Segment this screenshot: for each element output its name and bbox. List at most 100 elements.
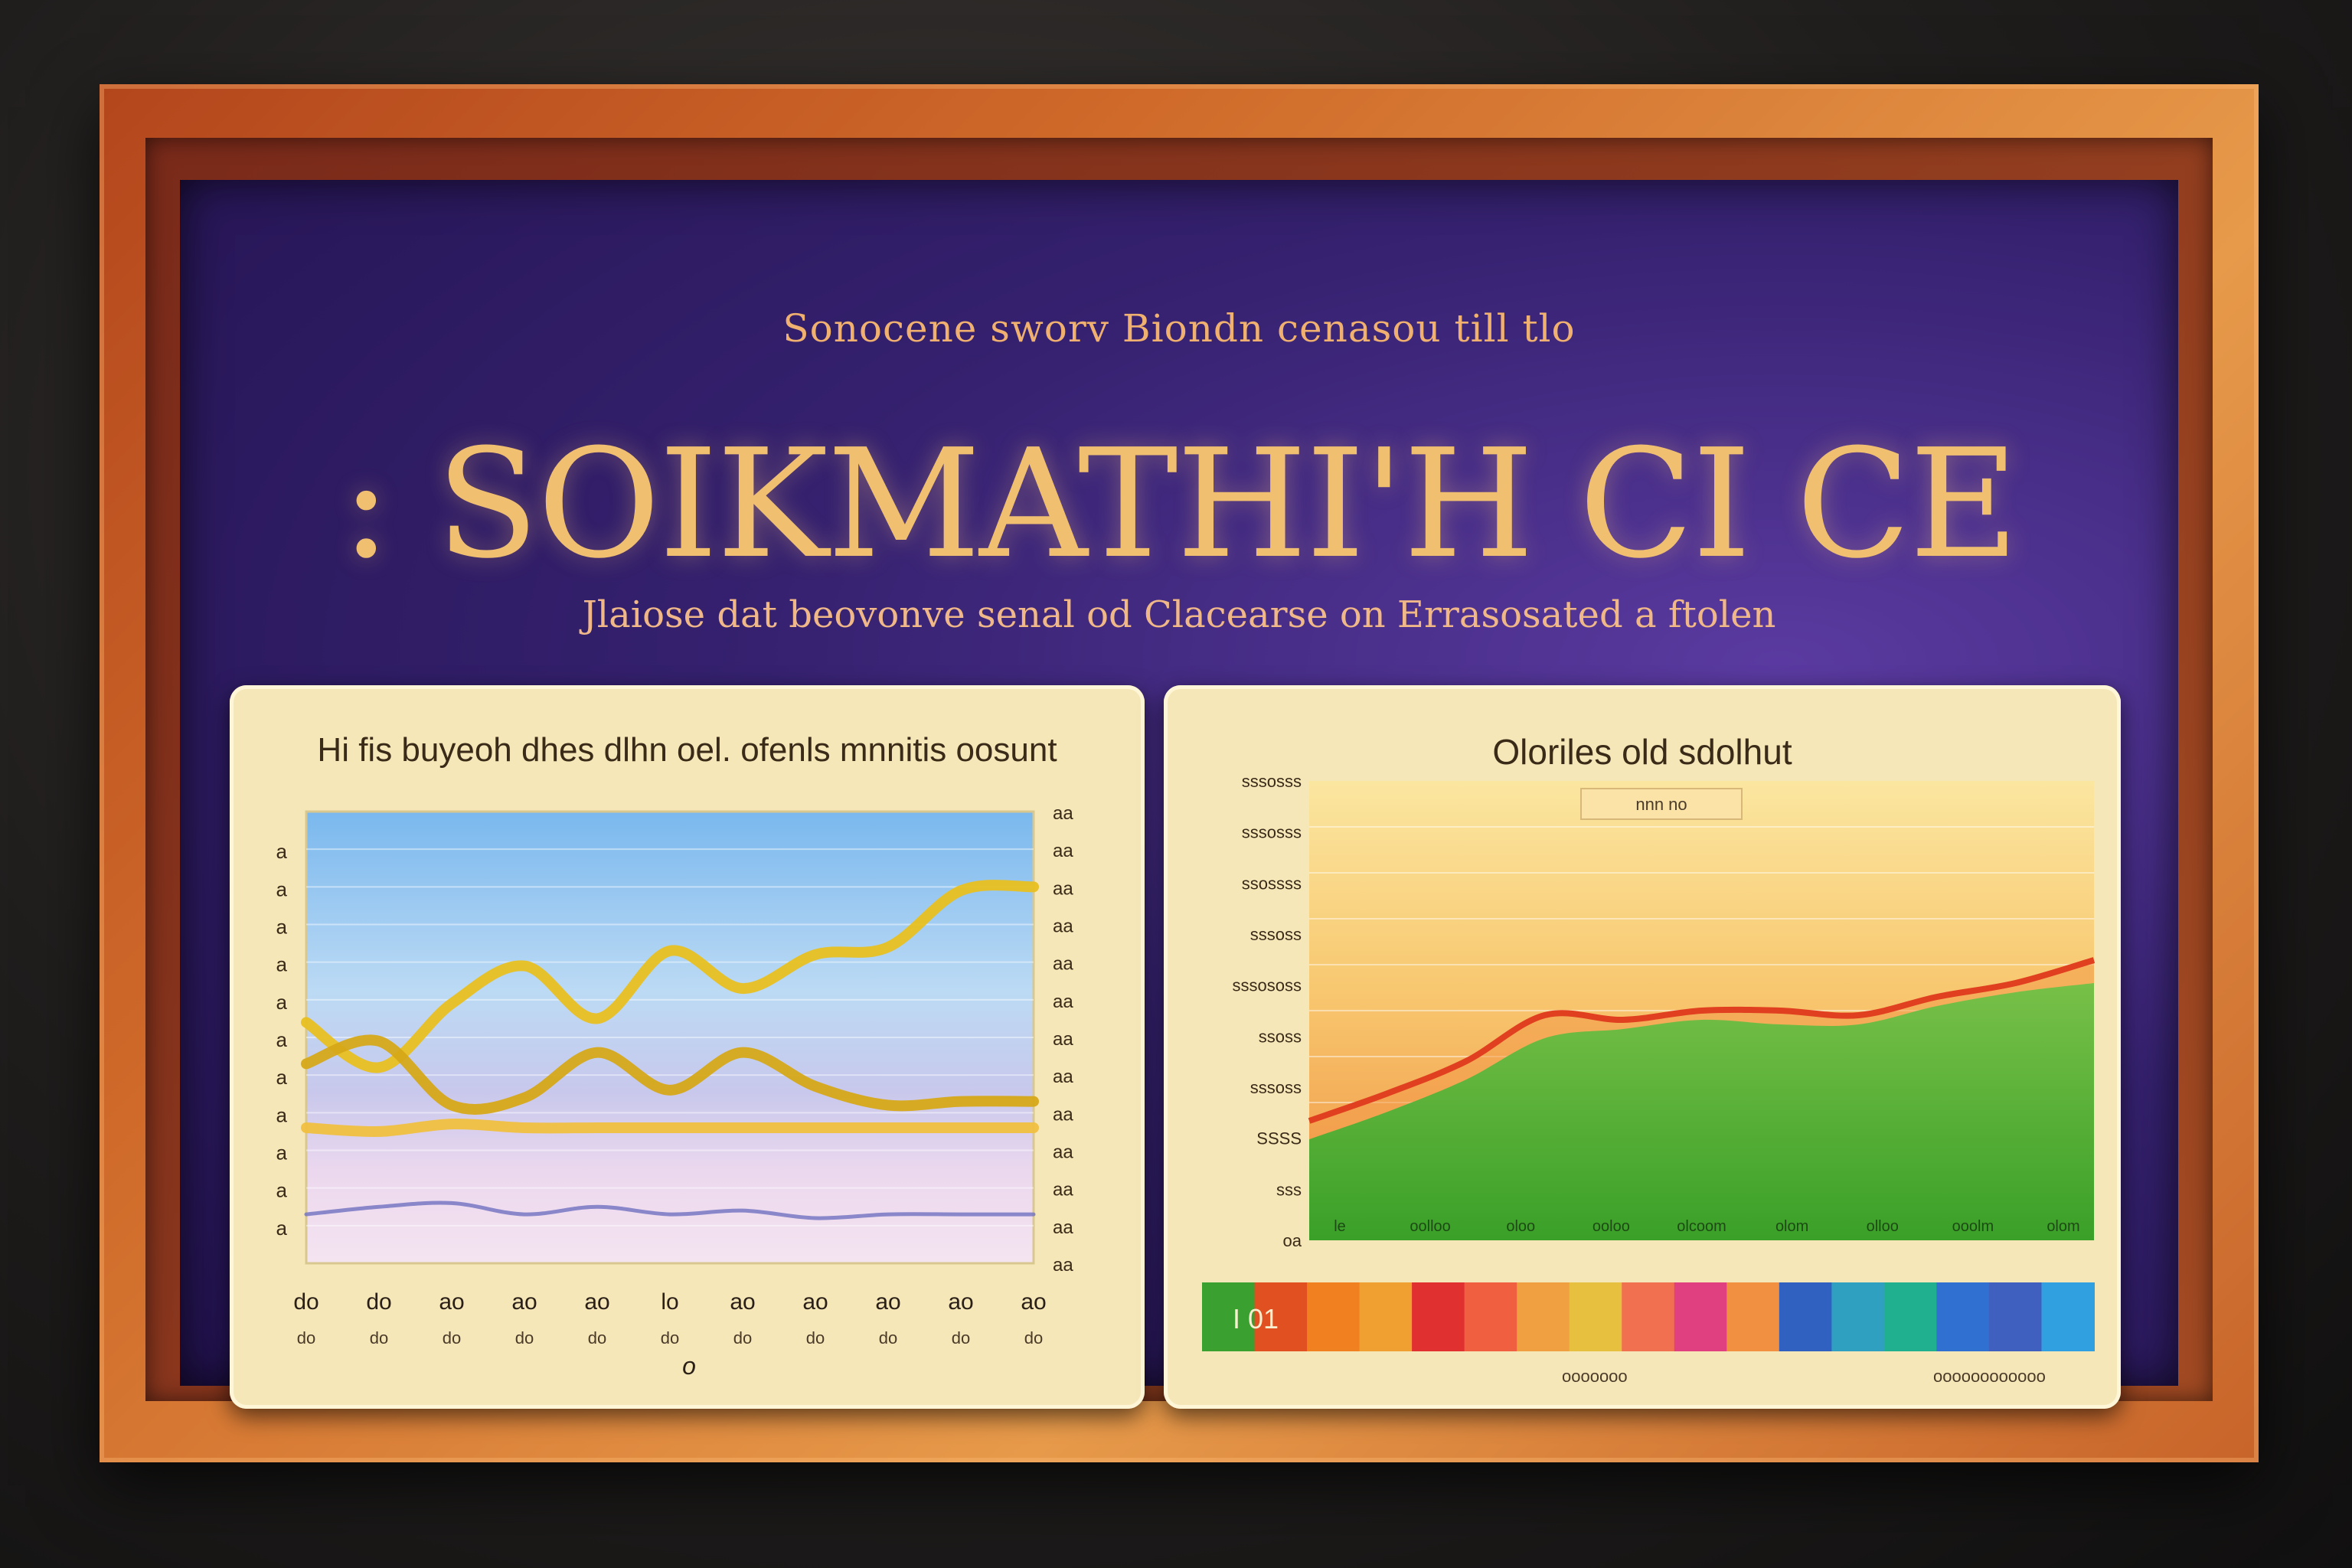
x-tick-label: olom	[2047, 1218, 2079, 1235]
y-right-tick-label: aa	[1053, 1255, 1073, 1276]
color-bar-segment	[1726, 1282, 1780, 1351]
y-right-tick-label: aa	[1053, 803, 1073, 824]
board-subtitle: Sonocene sworv Biondn cenasou till tlo	[782, 306, 1576, 351]
x-tick-label: ao	[948, 1289, 973, 1315]
line-series-1	[301, 880, 1039, 1073]
color-bar-segment	[1307, 1282, 1361, 1351]
color-bar-segment	[1202, 1282, 1256, 1351]
x-sublabel: do	[443, 1328, 461, 1348]
line-chart-title: Hi fis buyeoh dhes dlhn oel. ofenls mnni…	[317, 731, 1057, 769]
x-tick-label: ao	[802, 1289, 828, 1315]
y-left-tick-label: a	[276, 840, 288, 863]
y-right-tick-label: aa	[1053, 1104, 1073, 1125]
x-tick-label: ooolm	[1952, 1218, 1994, 1235]
y-left-tick-label: a	[276, 1179, 288, 1202]
x-sublabel: do	[297, 1328, 315, 1348]
x-tick-label: olloo	[1867, 1218, 1899, 1235]
x-tick-label: ao	[730, 1289, 755, 1315]
line-series-red	[1308, 957, 2096, 1124]
y-left-tick-label: a	[276, 991, 288, 1014]
y-tick-label: sssososs	[1233, 976, 1302, 995]
y-left-tick-label: a	[276, 916, 288, 939]
color-bar-segment	[1883, 1282, 1938, 1351]
y-left-tick-label: a	[276, 1217, 288, 1240]
color-bar-segment	[1622, 1282, 1675, 1351]
x-tick-label: oolloo	[1410, 1218, 1450, 1235]
y-tick-label: sssoss	[1250, 925, 1302, 944]
display-board: Sonocene sworv Biondn cenasou till tlo :…	[180, 180, 2178, 1409]
line-series-2	[301, 1034, 1039, 1115]
y-right-tick-label: aa	[1053, 1142, 1073, 1163]
y-right-tick-label: aa	[1053, 1180, 1073, 1200]
x-tick-label: olcoom	[1677, 1218, 1726, 1235]
y-left-tick-label: a	[276, 877, 288, 900]
color-bar-segment	[1254, 1282, 1308, 1351]
picture-frame: Sonocene sworv Biondn cenasou till tlo :…	[100, 84, 2259, 1462]
x-tick-label: do	[293, 1289, 318, 1315]
x-tick-label: ao	[584, 1289, 609, 1315]
x-sublabel: do	[515, 1328, 534, 1348]
color-bar-segment	[1936, 1282, 1990, 1351]
area-series-green	[1309, 983, 2094, 1240]
line-chart-panel: Hi fis buyeoh dhes dlhn oel. ofenls mnni…	[230, 685, 1145, 1409]
y-tick-label: sssosss	[1242, 772, 1302, 791]
area-chart: nnn nosssossssssosssssosssssssosssssosos…	[1202, 772, 2096, 1386]
x-sublabel: do	[370, 1328, 388, 1348]
x-tick-label: ao	[1021, 1289, 1046, 1315]
x-tick-label: do	[366, 1289, 391, 1315]
x-tick-label: le	[1334, 1218, 1346, 1235]
y-tick-label: ssoss	[1259, 1027, 1302, 1046]
x-tick-label: ao	[511, 1289, 537, 1315]
x-tick-label: ao	[875, 1289, 900, 1315]
y-right-tick-label: aa	[1053, 1067, 1073, 1087]
y-left-tick-label: a	[276, 1142, 288, 1165]
y-tick-label: sssosss	[1242, 823, 1302, 842]
y-tick-label: oa	[1283, 1231, 1302, 1250]
y-right-tick-label: aa	[1053, 878, 1073, 899]
x-sublabel: do	[952, 1328, 970, 1348]
color-bar-segment	[1988, 1282, 2043, 1351]
plot-area	[305, 810, 1035, 1265]
color-bar-segment	[1569, 1282, 1623, 1351]
y-right-tick-label: aa	[1053, 954, 1073, 975]
color-bar-segment	[1359, 1282, 1413, 1351]
x-tick-label: ooloo	[1592, 1218, 1630, 1235]
area-chart-panel: Oloriles old sdolhut nnn no sssosss sssoss…	[1164, 685, 2121, 1409]
y-left-tick-label: a	[276, 1028, 288, 1051]
x-axis-note: o	[682, 1352, 696, 1380]
x-tick-label: olom	[1775, 1218, 1808, 1235]
y-tick-label: ssossss	[1242, 874, 1302, 893]
y-tick-label: SSSS	[1256, 1129, 1302, 1148]
color-bar-segment	[1517, 1282, 1570, 1351]
area-chart-title: Oloriles old sdolhut	[1492, 732, 1792, 772]
color-bar-caption-right: oooooooooooo	[1933, 1367, 2046, 1386]
y-tick-label: sssoss	[1250, 1078, 1302, 1097]
line-series-4	[304, 1200, 1036, 1220]
x-sublabel: do	[806, 1328, 825, 1348]
legend-box	[1580, 788, 1743, 820]
color-bar-label: I 01	[1233, 1303, 1279, 1334]
x-tick-label: lo	[661, 1289, 678, 1315]
color-bar-segment	[1464, 1282, 1518, 1351]
line-series-3	[301, 1118, 1039, 1138]
color-bar-segment	[1831, 1282, 1885, 1351]
y-left-tick-label: a	[276, 1103, 288, 1126]
color-bar-caption-left: ooooooo	[1562, 1367, 1628, 1386]
x-sublabel: do	[1024, 1328, 1043, 1348]
y-left-tick-label: a	[276, 953, 288, 976]
y-left-tick-label: a	[276, 1066, 288, 1089]
board-tagline: Jlaiose dat beovonve senal od Clacearse …	[582, 593, 1776, 636]
color-bar-segment	[1674, 1282, 1728, 1351]
color-bar-segment	[2041, 1282, 2095, 1351]
x-sublabel: do	[588, 1328, 606, 1348]
x-tick-label: ao	[439, 1289, 464, 1315]
board-title: : SOIKMATHI'H CI CE	[341, 417, 2019, 592]
y-right-tick-label: aa	[1053, 1029, 1073, 1050]
y-right-tick-label: aa	[1053, 1217, 1073, 1238]
x-tick-label: oloo	[1506, 1218, 1535, 1235]
color-bar-segment	[1779, 1282, 1833, 1351]
legend-label: nnn no	[1635, 795, 1687, 814]
x-sublabel: do	[733, 1328, 752, 1348]
y-tick-label: sss	[1276, 1180, 1302, 1199]
